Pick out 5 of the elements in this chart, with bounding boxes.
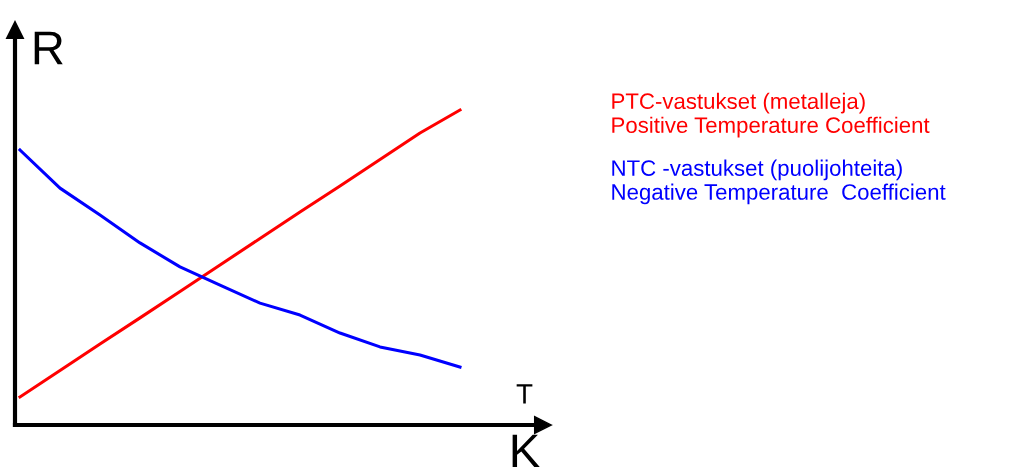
y-axis-title: R	[34, 31, 63, 65]
text: NTC -vastukset (puolijohteita) Negative Temperature Coefficient	[612, 159, 946, 205]
text: PTC-vastukset (metalleja) Positive Temperature Coefficient	[612, 92, 930, 138]
x-axis-title: T	[516, 384, 533, 404]
text: K	[512, 434, 540, 468]
